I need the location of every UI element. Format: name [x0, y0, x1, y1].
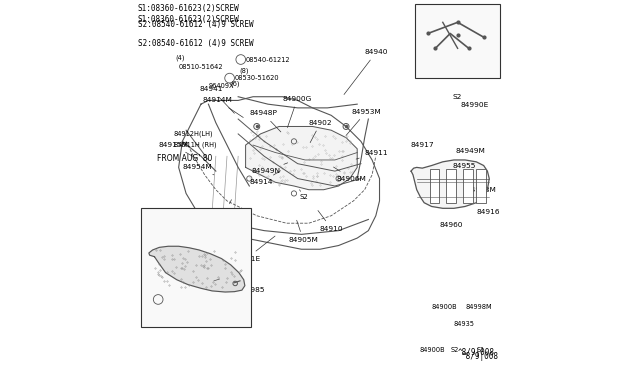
Bar — [447, 169, 456, 203]
Text: S1: S1 — [476, 347, 484, 353]
Bar — [415, 4, 500, 78]
Text: 84900G: 84900G — [283, 96, 312, 128]
Text: 84953M: 84953M — [346, 109, 381, 135]
Text: 84941: 84941 — [200, 86, 234, 113]
Text: S2:08540-61612 (4)9 SCREW: S2:08540-61612 (4)9 SCREW — [138, 20, 253, 29]
Polygon shape — [246, 126, 357, 190]
Text: 84949N: 84949N — [252, 163, 287, 174]
Text: 84914: 84914 — [250, 171, 280, 185]
Text: 84955: 84955 — [452, 163, 476, 169]
Text: S2:08540-61612 (4)9 SCREW: S2:08540-61612 (4)9 SCREW — [138, 39, 253, 48]
Text: 96409X: 96409X — [221, 277, 246, 283]
Text: 84912H(LH): 84912H(LH) — [173, 131, 212, 137]
Text: 84954M: 84954M — [182, 164, 214, 175]
Text: 84911H (RH): 84911H (RH) — [159, 224, 202, 231]
Text: 08510-51642: 08510-51642 — [179, 64, 223, 70]
Bar — [476, 169, 486, 203]
Text: 84911: 84911 — [356, 150, 388, 159]
Text: 84985: 84985 — [240, 270, 266, 293]
Text: S1:08360-61623(2)SCREW: S1:08360-61623(2)SCREW — [138, 15, 239, 24]
Text: 84948M: 84948M — [467, 187, 497, 193]
Text: 84916: 84916 — [476, 209, 500, 215]
Text: 84998M: 84998M — [465, 304, 492, 310]
Polygon shape — [411, 160, 489, 208]
Text: 84940: 84940 — [344, 49, 388, 94]
Text: 84961E: 84961E — [232, 236, 275, 262]
Bar — [463, 169, 472, 203]
Text: (4): (4) — [175, 54, 185, 61]
Text: S1:08360-61623(2)SCREW: S1:08360-61623(2)SCREW — [138, 4, 239, 13]
Text: 96409X: 96409X — [209, 83, 234, 89]
Text: 84914M: 84914M — [203, 97, 243, 118]
Text: S2: S2 — [300, 190, 308, 200]
Text: 84900B: 84900B — [420, 347, 445, 353]
Text: 84912: 84912 — [214, 200, 237, 215]
Text: S2: S2 — [452, 94, 461, 100]
Text: 84905M: 84905M — [289, 220, 318, 243]
Text: 84900B: 84900B — [431, 304, 457, 310]
Text: (8): (8) — [239, 67, 249, 74]
Text: FROM AUG' 80: FROM AUG' 80 — [157, 154, 212, 163]
Text: (4): (4) — [164, 304, 173, 310]
Text: 84917: 84917 — [410, 142, 434, 148]
Text: 84949M: 84949M — [456, 148, 486, 154]
Text: 84915M: 84915M — [158, 142, 196, 158]
Text: 84935: 84935 — [454, 321, 475, 327]
Text: S2: S2 — [450, 347, 459, 353]
Text: 08510-51642: 08510-51642 — [164, 296, 209, 302]
Text: (6): (6) — [230, 80, 239, 87]
Text: 08530-51620: 08530-51620 — [234, 75, 279, 81]
Text: 84990E: 84990E — [461, 102, 489, 108]
Text: 84906M: 84906M — [333, 167, 367, 182]
Bar — [429, 169, 439, 203]
Polygon shape — [149, 246, 245, 292]
Text: 08540-61212: 08540-61212 — [246, 57, 290, 62]
Text: 84902: 84902 — [309, 120, 332, 142]
Bar — [141, 208, 251, 327]
Text: ^8/9|008: ^8/9|008 — [458, 348, 495, 357]
Text: 84910: 84910 — [318, 211, 344, 232]
Text: ^8/9|008: ^8/9|008 — [461, 352, 499, 361]
Text: 84948P: 84948P — [249, 110, 281, 132]
Text: 84960: 84960 — [439, 222, 463, 228]
Text: 84911H (RH): 84911H (RH) — [174, 142, 217, 148]
Text: 84912H(LH): 84912H(LH) — [159, 232, 199, 238]
Text: FROM AUG' 80: FROM AUG' 80 — [145, 209, 206, 218]
